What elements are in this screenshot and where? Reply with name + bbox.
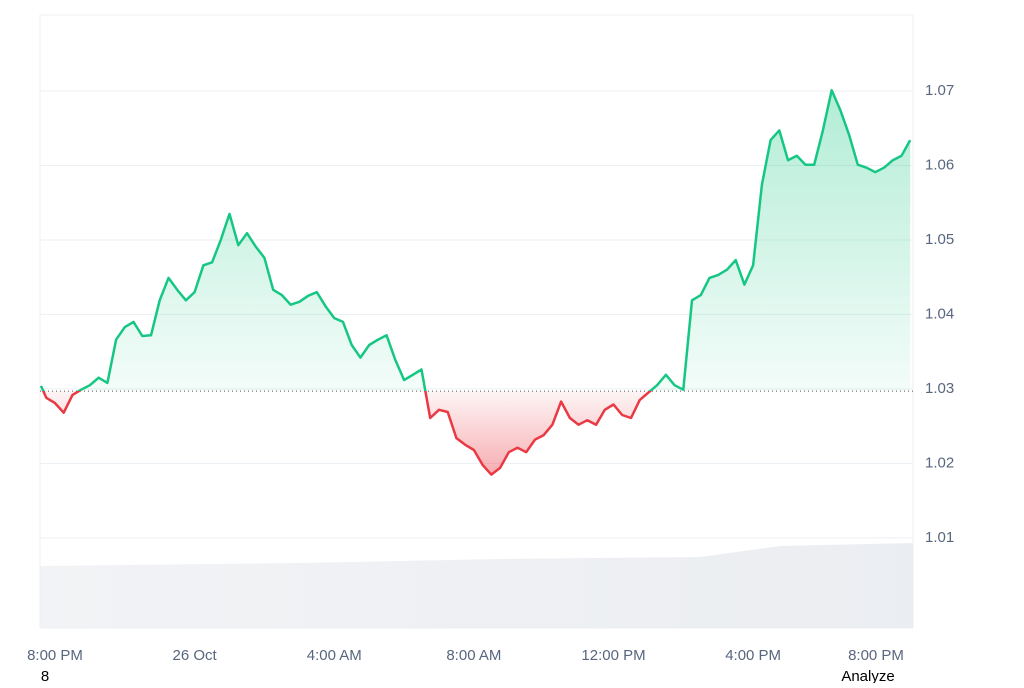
y-tick-label: 1.01	[925, 529, 954, 546]
x-tick-label: 4:00 PM	[725, 647, 781, 664]
area	[41, 90, 911, 475]
x-tick-label: 8:00 AM	[446, 647, 501, 664]
y-tick-label: 1.02	[925, 454, 954, 471]
y-tick-label: 1.07	[925, 82, 954, 99]
y-tick-label: 1.05	[925, 231, 954, 248]
y-tick-label: 1.04	[925, 305, 954, 322]
x-tick-label: 8:00 PM	[848, 647, 904, 664]
footer-right[interactable]: Analyze	[841, 668, 894, 685]
price-line	[39, 88, 912, 476]
y-tick-label: 1.03	[925, 380, 954, 397]
x-tick-label: 4:00 AM	[307, 647, 362, 664]
x-tick-label: 8:00 PM	[27, 647, 83, 664]
y-tick-label: 1.06	[925, 156, 954, 173]
x-tick-label: 12:00 PM	[581, 647, 645, 664]
footer-left: 8	[41, 668, 49, 683]
x-tick-label: 26 Oct	[173, 647, 218, 664]
volume-area	[40, 543, 913, 628]
